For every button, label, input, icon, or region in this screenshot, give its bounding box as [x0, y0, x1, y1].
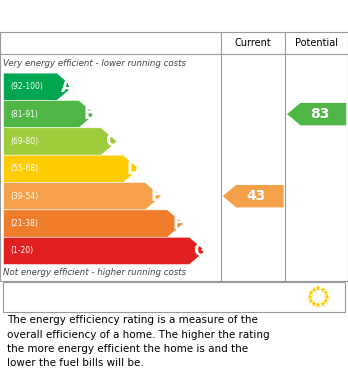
- Text: F: F: [172, 215, 183, 233]
- Text: (39-54): (39-54): [10, 192, 39, 201]
- Text: (92-100): (92-100): [10, 82, 43, 91]
- Text: (21-38): (21-38): [10, 219, 38, 228]
- Text: (55-68): (55-68): [10, 164, 39, 173]
- Text: England & Wales: England & Wales: [14, 287, 212, 307]
- Polygon shape: [3, 73, 73, 100]
- Text: EU Directive: EU Directive: [228, 287, 288, 297]
- Text: Potential: Potential: [295, 38, 338, 48]
- Text: G: G: [193, 242, 207, 260]
- Polygon shape: [3, 237, 206, 265]
- Text: 83: 83: [310, 107, 330, 121]
- Polygon shape: [287, 103, 346, 126]
- Polygon shape: [223, 185, 284, 207]
- Polygon shape: [3, 100, 95, 128]
- Text: B: B: [83, 105, 96, 123]
- Text: 2002/91/EC: 2002/91/EC: [228, 298, 284, 308]
- Text: Current: Current: [235, 38, 271, 48]
- Text: Very energy efficient - lower running costs: Very energy efficient - lower running co…: [3, 59, 187, 68]
- Polygon shape: [3, 183, 161, 210]
- Text: (1-20): (1-20): [10, 246, 33, 255]
- Polygon shape: [3, 128, 117, 155]
- Text: E: E: [150, 187, 161, 205]
- Text: A: A: [61, 78, 74, 96]
- Text: The energy efficiency rating is a measure of the
overall efficiency of a home. T: The energy efficiency rating is a measur…: [7, 315, 270, 368]
- Text: (81-91): (81-91): [10, 109, 38, 118]
- Polygon shape: [3, 155, 139, 183]
- Text: C: C: [105, 133, 118, 151]
- Text: D: D: [127, 160, 141, 178]
- Polygon shape: [3, 210, 183, 237]
- Text: Not energy efficient - higher running costs: Not energy efficient - higher running co…: [3, 268, 187, 277]
- Text: Energy Efficiency Rating: Energy Efficiency Rating: [9, 9, 229, 23]
- Text: (69-80): (69-80): [10, 137, 39, 146]
- Text: 43: 43: [247, 189, 266, 203]
